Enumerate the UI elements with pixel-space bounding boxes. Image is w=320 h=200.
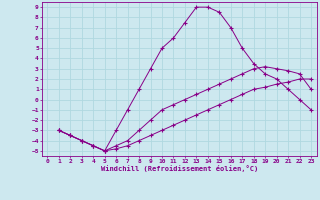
X-axis label: Windchill (Refroidissement éolien,°C): Windchill (Refroidissement éolien,°C) — [100, 165, 258, 172]
